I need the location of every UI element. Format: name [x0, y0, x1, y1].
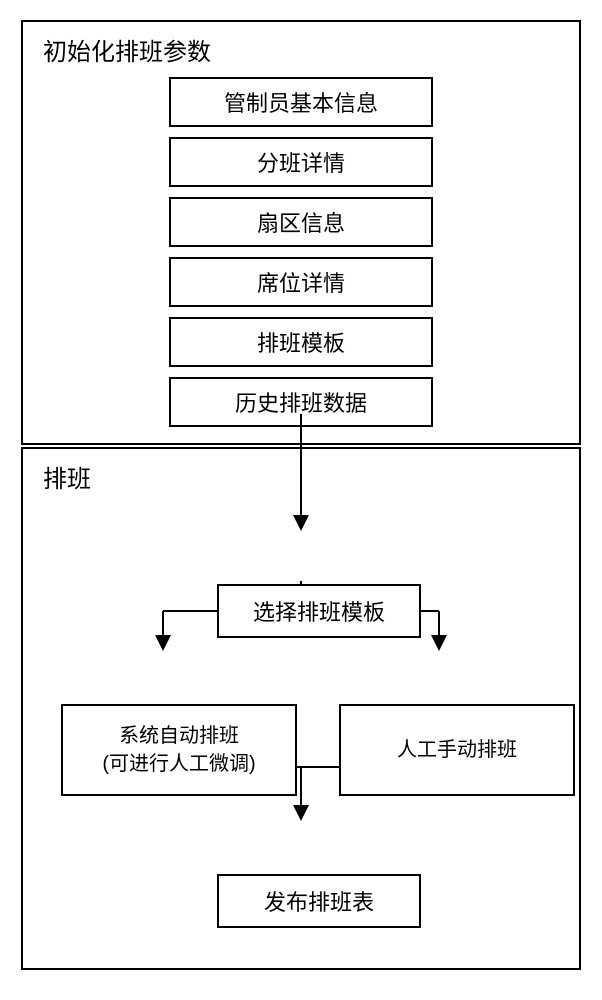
param-template: 排班模板 [169, 317, 433, 367]
auto-schedule-node: 系统自动排班 (可进行人工微调) [61, 704, 297, 796]
manual-schedule-label: 人工手动排班 [397, 736, 517, 764]
init-params-title: 初始化排班参数 [43, 32, 563, 67]
auto-schedule-line2: (可进行人工微调) [102, 750, 255, 778]
select-template-label: 选择排班模板 [253, 595, 385, 627]
scheduling-title: 排班 [43, 459, 563, 494]
select-template-node: 选择排班模板 [217, 584, 421, 638]
auto-schedule-line1: 系统自动排班 [102, 722, 255, 750]
param-list: 管制员基本信息 分班详情 扇区信息 席位详情 排班模板 历史排班数据 [39, 77, 563, 427]
param-sector-info: 扇区信息 [169, 197, 433, 247]
param-history: 历史排班数据 [169, 377, 433, 427]
param-seat-detail: 席位详情 [169, 257, 433, 307]
param-shift-detail: 分班详情 [169, 137, 433, 187]
manual-schedule-node: 人工手动排班 [339, 704, 575, 796]
publish-label: 发布排班表 [264, 885, 374, 917]
scheduling-panel: 排班 [21, 447, 581, 970]
init-params-panel: 初始化排班参数 管制员基本信息 分班详情 扇区信息 席位详情 排班模板 历史排班… [21, 20, 581, 445]
param-controller-info: 管制员基本信息 [169, 77, 433, 127]
publish-node: 发布排班表 [217, 874, 421, 928]
